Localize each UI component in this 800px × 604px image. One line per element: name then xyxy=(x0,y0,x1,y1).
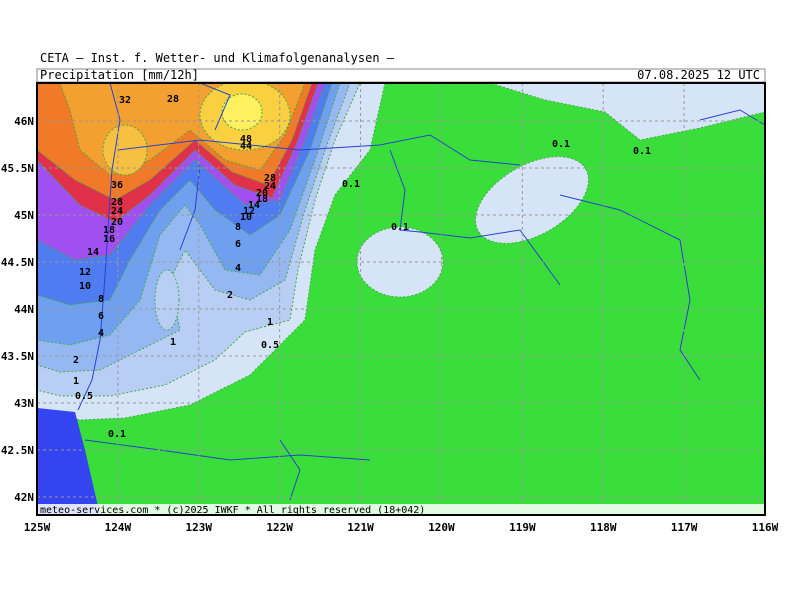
contour-label: 4 xyxy=(235,263,241,274)
contour-label: 0.1 xyxy=(342,179,360,190)
contour-label: 16 xyxy=(103,234,115,245)
contour-label: 36 xyxy=(111,180,123,191)
contour-label: 2 xyxy=(73,355,79,366)
lon-label: 118W xyxy=(590,521,617,534)
contour-label: 12 xyxy=(243,206,255,217)
map-frame xyxy=(36,82,766,516)
title: CETA — Inst. f. Wetter- und Klimafolgena… xyxy=(40,51,395,65)
contour-label: 2 xyxy=(227,290,233,301)
contour-label: 0.1 xyxy=(391,222,409,233)
precip-0.1 xyxy=(489,83,765,141)
lat-label: 45.5N xyxy=(1,162,34,175)
precip-36 xyxy=(102,124,148,176)
lon-label: 124W xyxy=(105,521,132,534)
contour-label: 10 xyxy=(240,212,252,223)
contour-label: 0.1 xyxy=(633,146,651,157)
contour-label: 20 xyxy=(111,217,123,228)
contour-label: 0.5 xyxy=(261,340,279,351)
contour-label: 4 xyxy=(98,328,104,339)
contour-label: 14 xyxy=(87,247,99,258)
contour-label: 48 xyxy=(240,134,252,145)
lat-label: 42N xyxy=(14,491,34,504)
lat-label: 44.5N xyxy=(1,256,34,269)
contour-label: 18 xyxy=(103,225,115,236)
subtitle: Precipitation [mm/12h] xyxy=(40,68,199,82)
contour-label: 10 xyxy=(79,281,91,292)
contour-label: 6 xyxy=(235,239,241,250)
contour-label: 28 xyxy=(167,94,179,105)
timestamp: 07.08.2025 12 UTC xyxy=(637,68,760,82)
contour-label: 24 xyxy=(111,206,123,217)
footer-bar xyxy=(37,504,765,515)
ocean-fill xyxy=(37,408,100,515)
contour-label: 20 xyxy=(256,188,268,199)
lon-label: 117W xyxy=(671,521,698,534)
contour-label: 0.1 xyxy=(108,429,126,440)
lat-label: 45N xyxy=(14,209,34,222)
contour-label: 28 xyxy=(111,197,123,208)
lon-label: 123W xyxy=(186,521,213,534)
lon-label: 122W xyxy=(266,521,293,534)
map-area: 32 284844362824201816141210864210.50.1282… xyxy=(37,83,765,516)
lon-label: 120W xyxy=(428,521,455,534)
contour-label: 18 xyxy=(256,194,268,205)
contour-label: 24 xyxy=(264,181,276,192)
contour-label: 1 xyxy=(170,337,176,348)
contour-label: 6 xyxy=(98,311,104,322)
axis-labels: 125W 124W 123W 122W 121W 120W 119W 118W 117W 116W… xyxy=(1,115,779,534)
lat-label: 42.5N xyxy=(1,444,34,457)
contour-label: 32 xyxy=(119,95,131,106)
grid xyxy=(37,83,765,515)
lat-label: 44N xyxy=(14,303,34,316)
contour-labels: 32 284844362824201816141210864210.50.1282… xyxy=(73,94,651,440)
lon-label: 119W xyxy=(509,521,536,534)
contour-label: 44 xyxy=(240,141,252,152)
contour-label: 28 xyxy=(264,173,276,184)
precip-0.5 xyxy=(154,269,180,331)
contour-label: 14 xyxy=(248,200,260,211)
contour-label: 1 xyxy=(73,376,79,387)
precip-0.1 xyxy=(475,156,589,244)
contour-label: 12 xyxy=(79,267,91,278)
lat-label: 43N xyxy=(14,397,34,410)
contour-label: 0.5 xyxy=(75,391,93,402)
contour-label: 1 xyxy=(267,317,273,328)
lat-label: 46N xyxy=(14,115,34,128)
contour-label: 8 xyxy=(235,222,241,233)
footer: meteo-services.com * (c)2025 IWKF * All … xyxy=(40,505,425,516)
lon-label: 116W xyxy=(752,521,779,534)
lon-label: 121W xyxy=(347,521,374,534)
lat-label: 43.5N xyxy=(1,350,34,363)
lon-label: 125W xyxy=(24,521,51,534)
contour-label: 0.1 xyxy=(552,139,570,150)
contour-label: 8 xyxy=(98,294,104,305)
